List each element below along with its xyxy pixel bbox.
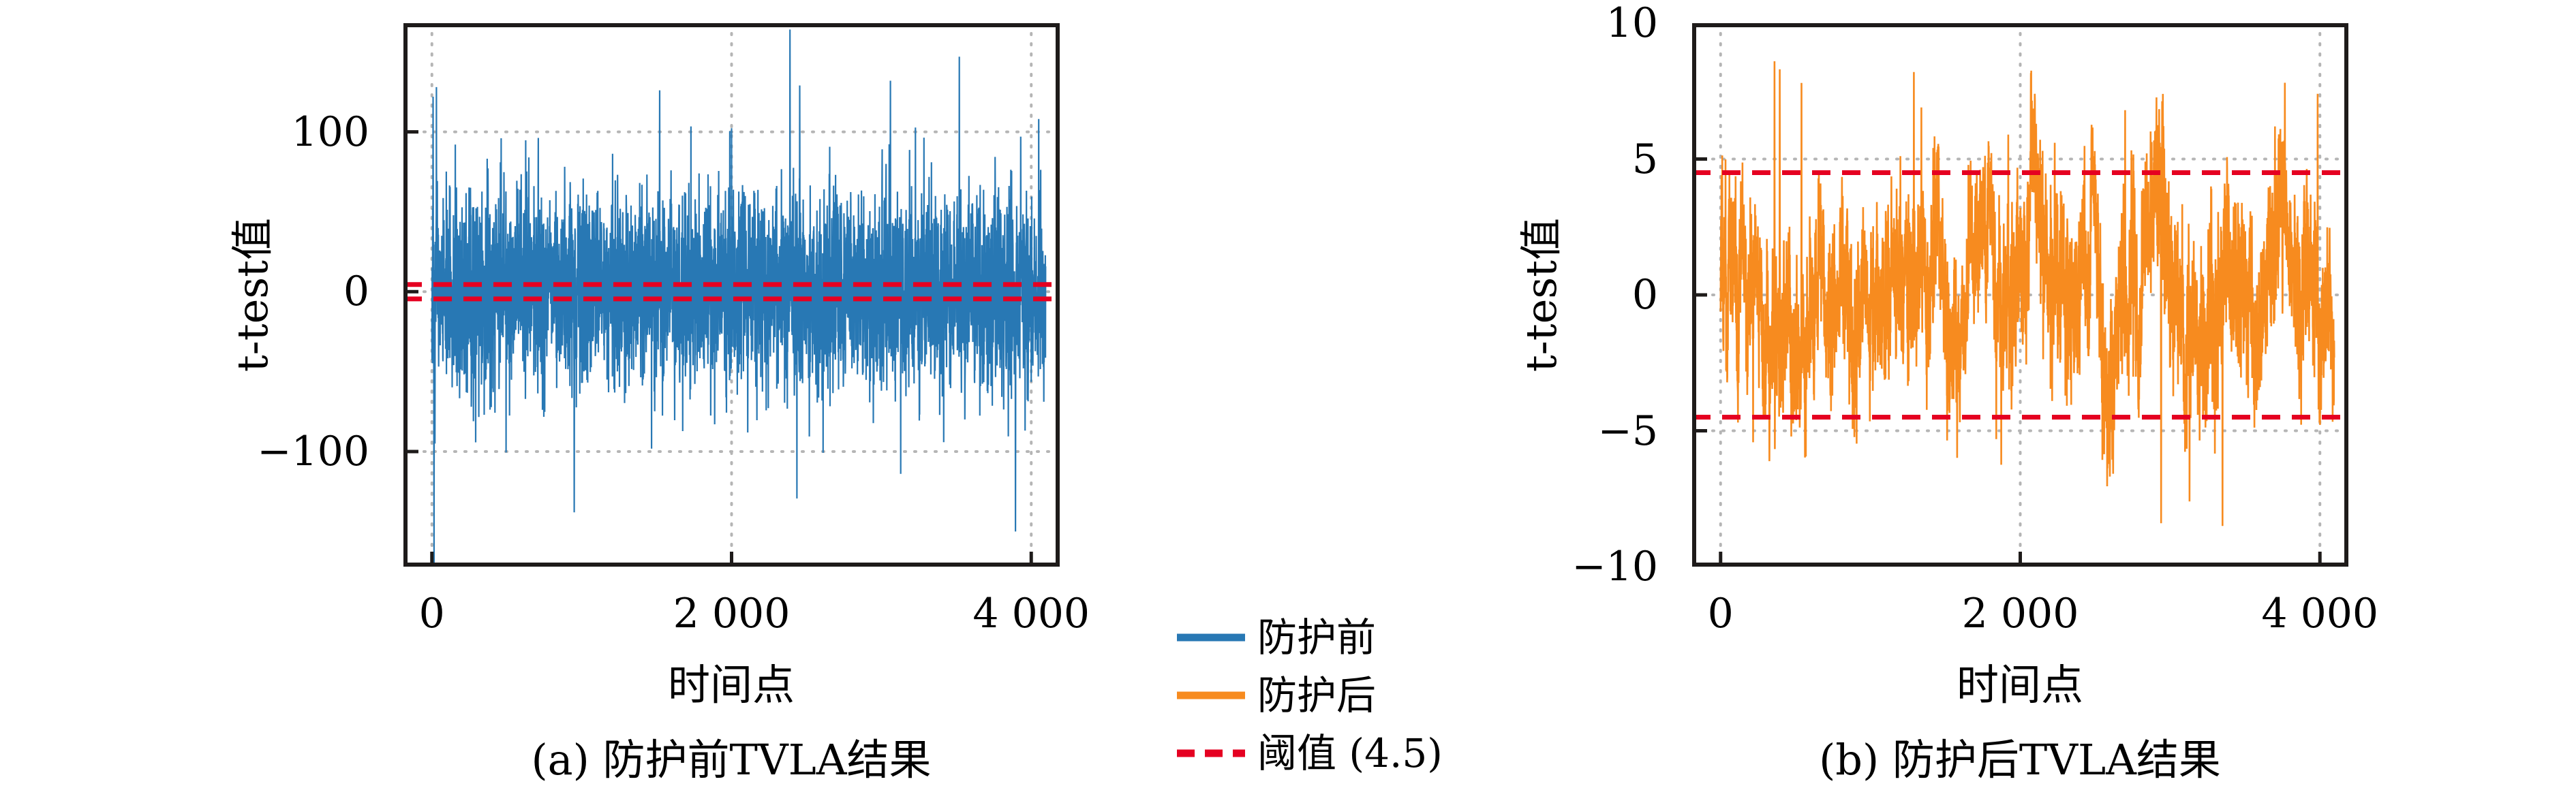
x-axis-title: 时间点: [667, 660, 795, 710]
legend-dashed-line-swatch: [1177, 749, 1245, 757]
plot-svg-before: [402, 22, 1061, 568]
y-tick-label: −10: [1571, 543, 1658, 590]
legend-item-1: 防护后: [1177, 674, 1443, 717]
x-tick-label: 4 000: [2261, 590, 2379, 637]
x-axis-title: 时间点: [1956, 660, 2083, 710]
x-tick-label: 2 000: [673, 590, 791, 637]
y-tick-label: 10: [1606, 0, 1658, 47]
subplot-caption-b: (b) 防护后TVLA结果: [1819, 735, 2221, 785]
legend-item-2: 阈值 (4.5): [1177, 731, 1443, 775]
plot-svg-after: [1691, 21, 2350, 569]
plot-area-before: [402, 22, 1061, 568]
legend-item-0: 防护前: [1177, 616, 1443, 659]
subplot-caption-a: (a) 防护前TVLA结果: [531, 735, 932, 785]
x-tick-label: 0: [1707, 590, 1734, 637]
signal-trace-after: [1719, 61, 2335, 526]
legend-label: 防护后: [1257, 672, 1377, 719]
y-tick-label: −100: [257, 428, 369, 475]
legend-label: 阈值 (4.5): [1257, 730, 1443, 776]
plot-area-after: [1691, 21, 2350, 569]
x-tick-label: 2 000: [1961, 590, 2079, 637]
y-tick-label: 5: [1631, 135, 1658, 183]
y-tick-label: −5: [1597, 407, 1658, 455]
y-tick-label: 0: [1631, 271, 1658, 319]
legend: 防护前防护后阈值 (4.5): [1177, 616, 1443, 775]
legend-line-swatch: [1177, 691, 1245, 699]
legend-line-swatch: [1177, 633, 1245, 642]
legend-label: 防护前: [1257, 614, 1377, 661]
signal-trace-before: [431, 29, 1047, 564]
x-tick-label: 0: [418, 590, 445, 637]
y-tick-label: 100: [291, 108, 369, 156]
x-tick-label: 4 000: [972, 590, 1090, 637]
y-tick-label: 0: [343, 268, 369, 316]
